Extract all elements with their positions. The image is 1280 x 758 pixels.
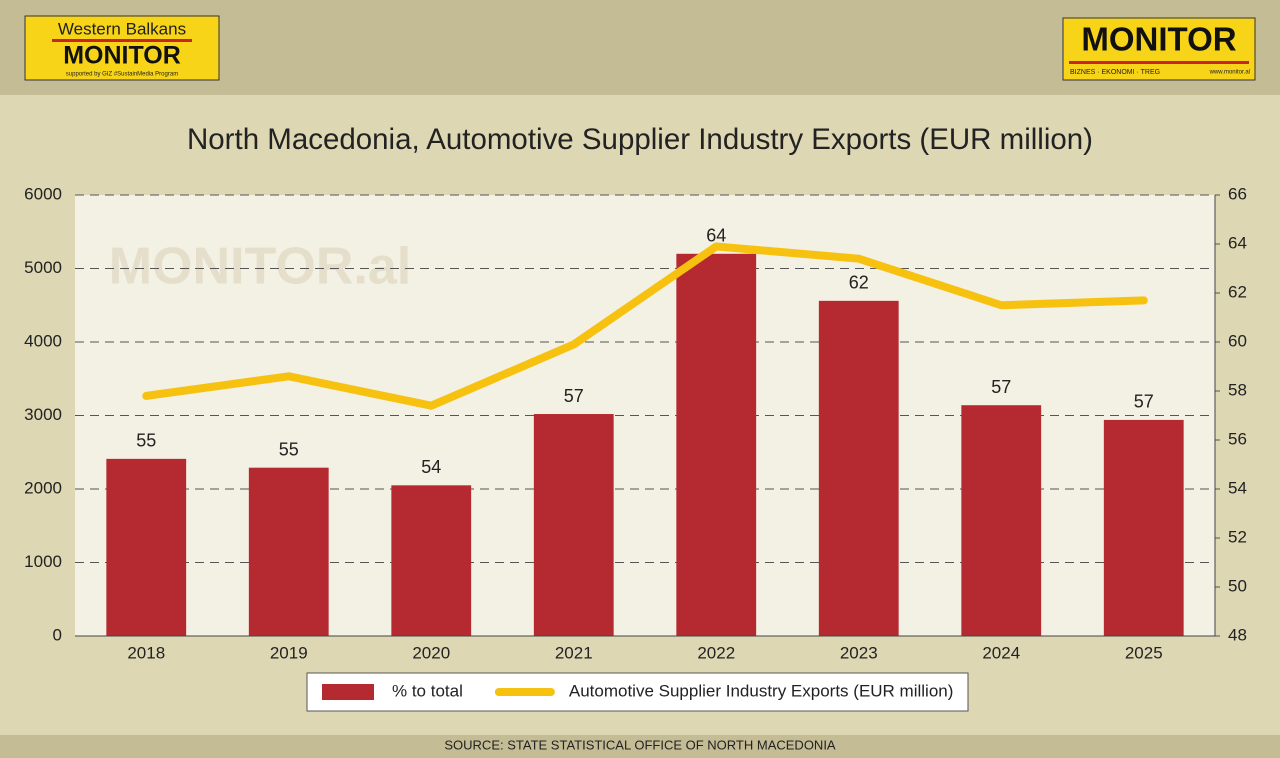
- y-tick-label: 0: [53, 625, 62, 644]
- logo-text: MONITOR: [63, 42, 181, 70]
- x-tick-label: 2025: [1125, 643, 1163, 662]
- x-tick-label: 2020: [412, 643, 450, 662]
- bar: [961, 405, 1042, 636]
- x-tick-label: 2021: [555, 643, 593, 662]
- bar: [533, 414, 614, 636]
- footer-band: [0, 735, 1280, 758]
- data-label: 64: [706, 226, 726, 246]
- bar: [106, 458, 187, 636]
- y-tick-label: 3000: [24, 405, 62, 424]
- y2-tick-label: 66: [1228, 184, 1247, 203]
- y2-tick-label: 58: [1228, 380, 1247, 399]
- data-label: 55: [279, 439, 299, 459]
- bar: [248, 467, 329, 636]
- logo-text: supported by GIZ #SustainMedia Program: [66, 72, 178, 78]
- y2-tick-label: 52: [1228, 527, 1247, 546]
- bar: [1103, 419, 1184, 636]
- bar: [676, 253, 757, 637]
- line: [142, 242, 1148, 410]
- y-tick-label: 5000: [24, 258, 62, 277]
- y2-tick-label: 48: [1228, 625, 1247, 644]
- bar: [818, 300, 899, 636]
- logo-left: Western Balkans MONITOR supported by GIZ…: [24, 15, 220, 81]
- x-tick-label: 2024: [982, 643, 1020, 662]
- data-label: 62: [849, 273, 869, 293]
- x-tick-label: 2022: [697, 643, 735, 662]
- y-tick-label: 6000: [24, 184, 62, 203]
- data-label: 54: [421, 457, 441, 477]
- x-tick-label: 2023: [840, 643, 878, 662]
- y2-tick-label: 54: [1228, 478, 1247, 497]
- logo-text: Western Balkans: [58, 19, 186, 38]
- bar: [391, 485, 472, 636]
- x-tick-label: 2018: [127, 643, 165, 662]
- legend-label: % to total: [392, 681, 463, 700]
- data-label: 57: [991, 377, 1011, 397]
- chart-title: North Macedonia, Automotive Supplier Ind…: [187, 123, 1093, 156]
- source: SOURCE: STATE STATISTICAL OFFICE OF NORT…: [444, 737, 836, 752]
- logo-text: www.monitor.al: [1209, 70, 1250, 76]
- legend: [306, 672, 969, 712]
- y-tick-label: 1000: [24, 552, 62, 571]
- y2-tick-label: 50: [1228, 576, 1247, 595]
- logo-text: MONITOR: [1081, 21, 1236, 58]
- legend-swatch: [322, 684, 374, 700]
- y2-tick-label: 60: [1228, 331, 1247, 350]
- logo-text: BIZNES · EKONOMI · TREG: [1070, 69, 1160, 76]
- y-tick-label: 4000: [24, 331, 62, 350]
- y2-tick-label: 62: [1228, 282, 1247, 301]
- data-label: 57: [1134, 392, 1154, 412]
- watermark: MONITOR.al: [109, 238, 411, 296]
- y2-tick-label: 64: [1228, 233, 1247, 252]
- x-tick-label: 2019: [270, 643, 308, 662]
- legend-label: Automotive Supplier Industry Exports (EU…: [569, 681, 954, 700]
- data-label: 55: [136, 431, 156, 451]
- y-tick-label: 2000: [24, 478, 62, 497]
- data-label: 57: [564, 386, 584, 406]
- y2-tick-label: 56: [1228, 429, 1247, 448]
- logo-right: MONITOR BIZNES · EKONOMI · TREG www.moni…: [1062, 17, 1256, 81]
